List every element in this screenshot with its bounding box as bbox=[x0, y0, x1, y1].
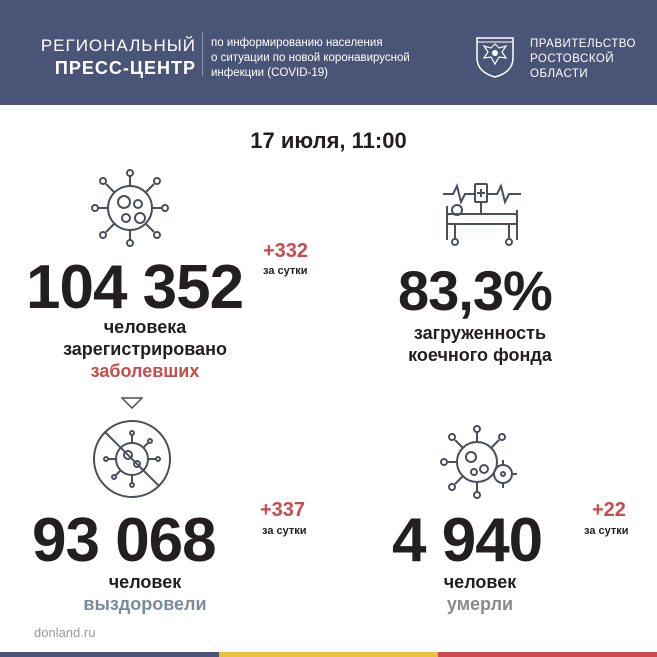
bed-occupancy-label-line: загруженность bbox=[413, 323, 547, 343]
deaths-label-line: человек bbox=[443, 572, 517, 592]
deaths-label-highlight: умерли bbox=[446, 594, 514, 614]
government-title: ПРАВИТЕЛЬСТВО РОСТОВСКОЙ ОБЛАСТИ bbox=[530, 37, 636, 82]
recovered-delta: +337 bbox=[260, 499, 306, 521]
cases-label-highlight: заболевших bbox=[90, 361, 200, 381]
cases-total: 104 352 bbox=[26, 253, 244, 322]
footer-site-link[interactable]: donland.ru bbox=[34, 625, 96, 640]
recovered-label: человек выздоровели bbox=[40, 571, 250, 615]
recovered-total: 93 068 bbox=[32, 506, 217, 575]
government-title-line: РОСТОВСКОЙ bbox=[530, 53, 615, 65]
press-center-title-line1: РЕГИОНАЛЬНЫЙ bbox=[40, 36, 196, 55]
coat-of-arms-icon bbox=[476, 37, 514, 78]
header-info-line: о ситуации по новой коронавирусной bbox=[211, 52, 410, 64]
header-info-line: инфекции (COVID-19) bbox=[211, 67, 328, 79]
footer-stripe-red bbox=[438, 652, 657, 657]
cases-label: человека зарегистрировано заболевших bbox=[40, 316, 250, 382]
virus-icon bbox=[91, 169, 169, 247]
deaths-per-day-label: за сутки bbox=[584, 525, 629, 537]
government-title-line: ОБЛАСТИ bbox=[530, 68, 589, 80]
recovered-label-highlight: выздоровели bbox=[83, 594, 207, 614]
deaths-total: 4 940 bbox=[392, 506, 543, 575]
bed-occupancy-label-line: коечного фонда bbox=[408, 345, 552, 365]
cases-label-line: человека bbox=[103, 317, 187, 337]
header-divider bbox=[202, 32, 203, 76]
header-info-line: по информированию населения bbox=[211, 37, 383, 49]
crossed-virus-icon bbox=[93, 420, 171, 498]
arrow-down-icon bbox=[121, 397, 143, 409]
footer-stripe-blue bbox=[0, 652, 219, 657]
footer-stripe-yellow bbox=[219, 652, 438, 657]
cases-delta: +332 bbox=[263, 240, 309, 262]
deaths-label: человек умерли bbox=[395, 571, 565, 615]
press-center-title-line2: ПРЕСС-ЦЕНТР bbox=[54, 58, 196, 78]
header-banner: РЕГИОНАЛЬНЫЙ ПРЕСС-ЦЕНТР по информирован… bbox=[0, 0, 657, 105]
report-date: 17 июля, 11:00 bbox=[250, 128, 407, 153]
government-title-line: ПРАВИТЕЛЬСТВО bbox=[530, 38, 636, 50]
cases-label-line: зарегистрировано bbox=[63, 339, 227, 359]
deaths-delta: +22 bbox=[592, 499, 626, 521]
hospital-bed-icon bbox=[443, 183, 521, 246]
recovered-per-day-label: за сутки bbox=[262, 525, 307, 537]
header-info-text: по информированию населения о ситуации п… bbox=[211, 36, 451, 81]
virus-cluster-icon bbox=[440, 425, 517, 499]
cases-per-day-label: за сутки bbox=[263, 265, 308, 277]
bed-occupancy-label: загруженность коечного фонда bbox=[380, 322, 580, 366]
recovered-label-line: человек bbox=[108, 572, 182, 592]
bed-occupancy-value: 83,3% bbox=[398, 259, 553, 322]
